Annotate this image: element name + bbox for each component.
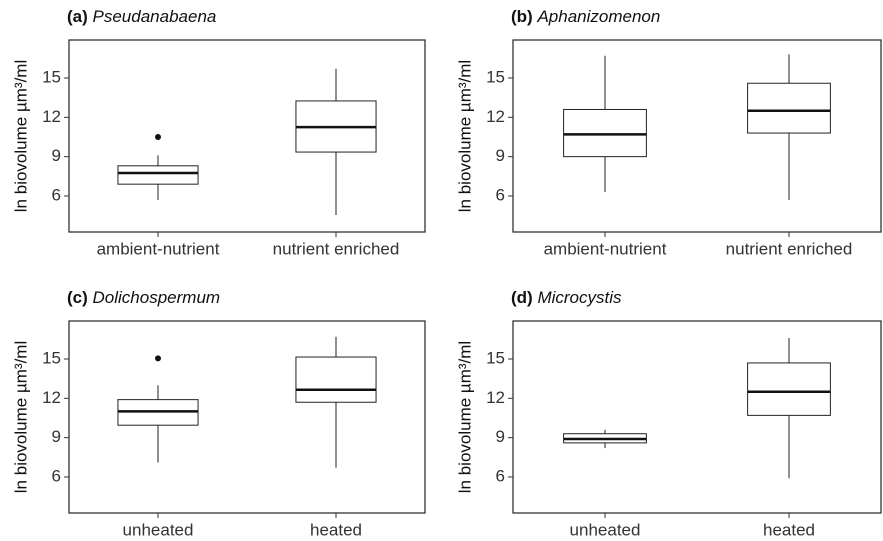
y-tick-label: 15 <box>42 348 61 367</box>
plot-frame <box>68 320 426 514</box>
species-name: Aphanizomenon <box>536 7 660 26</box>
y-tick-label: 6 <box>52 466 61 485</box>
y-tick-label: 9 <box>496 146 505 165</box>
box <box>747 362 831 416</box>
y-tick-label: 9 <box>52 427 61 446</box>
panel-label: (c) <box>67 288 88 307</box>
y-tick-label: 15 <box>486 348 505 367</box>
y-tick-label: 6 <box>496 185 505 204</box>
y-axis-label: ln biovolume µm³/ml <box>455 341 474 493</box>
panel: (c) Dolichospermum ln biovolume µm³/ml 6 9 1… <box>11 288 426 539</box>
y-tick-label: 6 <box>496 466 505 485</box>
species-name: Dolichospermum <box>93 288 221 307</box>
panel-title: (a) Pseudanabaena <box>67 7 216 26</box>
y-tick-label: 9 <box>52 146 61 165</box>
y-tick-label: 15 <box>486 67 505 86</box>
panel: (a) Pseudanabaena ln biovolume µm³/ml 6 9 12… <box>11 7 426 258</box>
box <box>563 108 647 158</box>
box <box>117 165 199 185</box>
x-tick-label: ambient-nutrient <box>544 239 667 258</box>
box <box>747 82 831 134</box>
y-axis-label: ln biovolume µm³/ml <box>455 60 474 212</box>
x-tick-label: nutrient enriched <box>273 239 400 258</box>
x-tick-label: unheated <box>570 520 641 539</box>
species-name: Microcystis <box>537 288 622 307</box>
y-axis-label: ln biovolume µm³/ml <box>11 341 30 493</box>
panel-title: (b) Aphanizomenon <box>511 7 660 26</box>
plot-frame <box>68 39 426 233</box>
species-name: Pseudanabaena <box>93 7 217 26</box>
x-tick-label: heated <box>310 520 362 539</box>
plot-frame <box>512 39 882 233</box>
plot-frame <box>512 320 882 514</box>
panel-label: (a) <box>67 7 88 26</box>
y-tick-label: 12 <box>42 107 61 126</box>
panel: (d) Microcystis ln biovolume µm³/ml 6 9 12 15… <box>455 288 882 539</box>
y-tick-label: 6 <box>52 185 61 204</box>
outlier <box>155 355 161 362</box>
x-tick-label: unheated <box>123 520 194 539</box>
y-tick-label: 12 <box>42 388 61 407</box>
x-tick-label: nutrient enriched <box>726 239 853 258</box>
y-tick-label: 15 <box>42 67 61 86</box>
panel-label: (d) <box>511 288 533 307</box>
box <box>295 356 377 403</box>
panel-title: (c) Dolichospermum <box>67 288 220 307</box>
x-tick-label: heated <box>763 520 815 539</box>
panel: (b) Aphanizomenon ln biovolume µm³/ml 6 9 12… <box>455 7 882 258</box>
panel-label: (b) <box>511 7 533 26</box>
x-tick-label: ambient-nutrient <box>97 239 220 258</box>
y-tick-label: 12 <box>486 388 505 407</box>
y-axis-label: ln biovolume µm³/ml <box>11 60 30 212</box>
outlier <box>155 133 161 140</box>
panel-title: (d) Microcystis <box>511 288 622 307</box>
y-tick-label: 12 <box>486 107 505 126</box>
y-tick-label: 9 <box>496 427 505 446</box>
